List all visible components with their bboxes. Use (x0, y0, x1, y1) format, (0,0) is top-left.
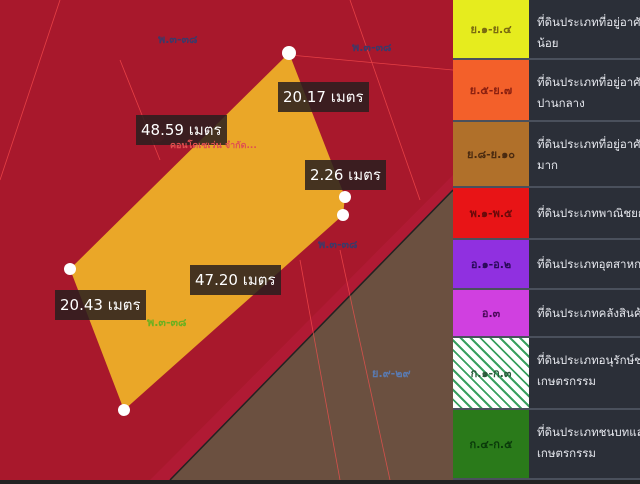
legend-row: ย.๑-ย.๔ ที่ดินประเภทที่อยู่อาศัยหนาแน้อย (453, 0, 640, 60)
zone-label: พ.๓-๓๘ (158, 33, 198, 46)
legend-text-line: ที่ดินประเภทคลังสินค้า (537, 306, 640, 320)
map-canvas[interactable] (0, 0, 454, 481)
legend-code: ก.๑-ก.๓ (470, 367, 512, 380)
measurement-label: 20.17 เมตร (278, 82, 369, 112)
legend-row: อ.๑-อ.๒ ที่ดินประเภทอุตสาหกรรม (453, 240, 640, 290)
legend-swatch: อ.๓ (453, 290, 529, 336)
legend-text-line: ที่ดินประเภทที่อยู่อาศัยหนาแ (537, 75, 640, 89)
legend-text-line: ที่ดินประเภทที่อยู่อาศัยหนาแ (537, 137, 640, 151)
measurement-label: 20.43 เมตร (55, 290, 146, 320)
legend-text-line: มาก (537, 158, 559, 172)
legend-description: ที่ดินประเภทคลังสินค้า (537, 303, 640, 324)
legend-swatch: ก.๑-ก.๓ (453, 338, 529, 408)
legend-text-line: เกษตรกรรม (537, 446, 597, 460)
legend-description: ที่ดินประเภทที่อยู่อาศัยหนาแมาก (537, 134, 640, 176)
legend-swatch: ย.๑-ย.๔ (453, 0, 529, 58)
vertex-handle (337, 209, 349, 221)
measurement-label: 47.20 เมตร (190, 265, 281, 295)
legend-text-line: ที่ดินประเภทพาณิชยกรรม (537, 206, 640, 220)
selected-plot[interactable] (70, 53, 345, 410)
legend-row: ก.๔-ก.๕ ที่ดินประเภทชนบทและเกษตรกรรม (453, 410, 640, 480)
legend-text-line: ปานกลาง (537, 96, 585, 110)
vertex-handle (118, 404, 130, 416)
legend-row: ย.๕-ย.๗ ที่ดินประเภทที่อยู่อาศัยหนาแปานก… (453, 60, 640, 122)
vertex-handle (64, 263, 76, 275)
place-label[interactable]: คอนโดเซเว่น จำกัด... (170, 141, 257, 151)
parcel-lines (0, 0, 454, 481)
vertex-handle (282, 46, 296, 60)
legend-row: ย.๘-ย.๑๐ ที่ดินประเภทที่อยู่อาศัยหนาแมาก (453, 122, 640, 188)
legend-code: ก.๔-ก.๕ (469, 438, 513, 451)
road-strip (150, 175, 453, 480)
legend-description: ที่ดินประเภทอุตสาหกรรม (537, 254, 640, 275)
zone-boundary (169, 189, 454, 481)
legend-code: อ.๓ (481, 307, 501, 320)
legend-description: ที่ดินประเภทที่อยู่อาศัยหนาแปานกลาง (537, 72, 640, 114)
legend-code: ย.๑-ย.๔ (470, 23, 512, 36)
measurement-label: 48.59 เมตร (136, 115, 227, 145)
legend-row: อ.๓ ที่ดินประเภทคลังสินค้า (453, 290, 640, 338)
map-view[interactable]: 20.17 เมตร 48.59 เมตร 2.26 เมตร 47.20 เม… (0, 0, 454, 481)
zone-label: ย.๙-๒๙ (372, 367, 411, 380)
legend-description: ที่ดินประเภทชนบทและเกษตรกรรม (537, 422, 640, 464)
legend-row: ก.๑-ก.๓ ที่ดินประเภทอนุรักษ์ชนบทและเกษตร… (453, 338, 640, 410)
legend-code: ย.๘-ย.๑๐ (467, 148, 515, 161)
legend-text-line: ที่ดินประเภทที่อยู่อาศัยหนาแ (537, 15, 640, 29)
vertex-handle (339, 191, 351, 203)
zone-label: พ.๓-๓๘ (352, 41, 392, 54)
legend-description: ที่ดินประเภทที่อยู่อาศัยหนาแน้อย (537, 12, 640, 54)
legend-swatch: ก.๔-ก.๕ (453, 410, 529, 478)
legend-text-line: ที่ดินประเภทอนุรักษ์ชนบทและ (537, 353, 640, 367)
legend-text-line: น้อย (537, 36, 559, 50)
legend-code: ย.๕-ย.๗ (469, 84, 513, 97)
legend-swatch: อ.๑-อ.๒ (453, 240, 529, 288)
legend-swatch: พ.๑-พ.๕ (453, 188, 529, 238)
legend-code: พ.๑-พ.๕ (469, 207, 513, 220)
legend-text-line: ที่ดินประเภทอุตสาหกรรม (537, 257, 640, 271)
zone-label: พ.๓-๓๘ (318, 238, 358, 251)
legend-row: พ.๑-พ.๕ ที่ดินประเภทพาณิชยกรรม (453, 188, 640, 240)
legend-swatch: ย.๕-ย.๗ (453, 60, 529, 120)
legend-text-line: เกษตรกรรม (537, 374, 597, 388)
zoning-legend: ย.๑-ย.๔ ที่ดินประเภทที่อยู่อาศัยหนาแน้อย… (453, 0, 640, 480)
legend-description: ที่ดินประเภทพาณิชยกรรม (537, 203, 640, 224)
legend-text-line: ที่ดินประเภทชนบทและ (537, 425, 640, 439)
legend-code: อ.๑-อ.๒ (470, 258, 512, 271)
zone-label: พ.๓-๓๘ (147, 316, 187, 329)
measurement-label: 2.26 เมตร (305, 160, 386, 190)
vertex-handles[interactable] (64, 46, 351, 416)
legend-swatch: ย.๘-ย.๑๐ (453, 122, 529, 186)
